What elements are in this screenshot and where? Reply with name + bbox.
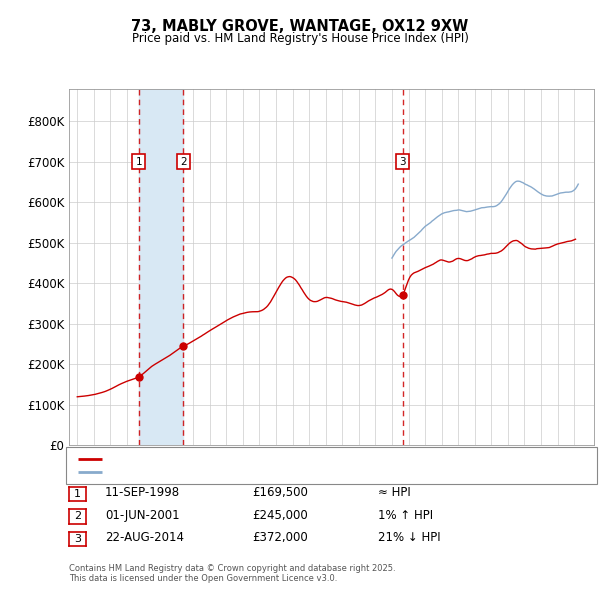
Text: £245,000: £245,000 <box>252 509 308 522</box>
Text: ≈ HPI: ≈ HPI <box>378 486 411 499</box>
Text: HPI: Average price, detached house, Vale of White Horse: HPI: Average price, detached house, Vale… <box>107 467 403 477</box>
Text: £372,000: £372,000 <box>252 531 308 544</box>
Text: 22-AUG-2014: 22-AUG-2014 <box>105 531 184 544</box>
Text: £169,500: £169,500 <box>252 486 308 499</box>
Text: 2: 2 <box>180 156 187 166</box>
Text: 73, MABLY GROVE, WANTAGE, OX12 9XW (detached house): 73, MABLY GROVE, WANTAGE, OX12 9XW (deta… <box>107 454 416 464</box>
Text: Price paid vs. HM Land Registry's House Price Index (HPI): Price paid vs. HM Land Registry's House … <box>131 32 469 45</box>
Text: 1% ↑ HPI: 1% ↑ HPI <box>378 509 433 522</box>
Text: 3: 3 <box>399 156 406 166</box>
Text: 11-SEP-1998: 11-SEP-1998 <box>105 486 180 499</box>
Text: 73, MABLY GROVE, WANTAGE, OX12 9XW: 73, MABLY GROVE, WANTAGE, OX12 9XW <box>131 19 469 34</box>
Text: 2: 2 <box>74 512 81 522</box>
Text: 3: 3 <box>74 534 81 544</box>
Text: 1: 1 <box>74 489 81 499</box>
Text: 21% ↓ HPI: 21% ↓ HPI <box>378 531 440 544</box>
Text: 1: 1 <box>136 156 142 166</box>
Text: Contains HM Land Registry data © Crown copyright and database right 2025.
This d: Contains HM Land Registry data © Crown c… <box>69 563 395 583</box>
Text: 01-JUN-2001: 01-JUN-2001 <box>105 509 179 522</box>
Bar <box>139 88 184 445</box>
